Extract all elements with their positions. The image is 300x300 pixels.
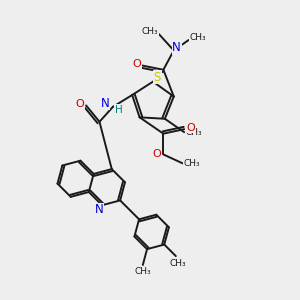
Text: CH₃: CH₃: [169, 259, 186, 268]
Text: N: N: [172, 41, 181, 54]
Text: H: H: [115, 105, 123, 115]
Text: CH₃: CH₃: [184, 159, 200, 168]
Text: S: S: [154, 71, 161, 84]
Text: O: O: [152, 149, 161, 160]
Text: O: O: [76, 99, 85, 109]
Text: CH₃: CH₃: [190, 33, 206, 42]
Text: O: O: [132, 59, 141, 69]
Text: N: N: [95, 203, 103, 216]
Text: CH₃: CH₃: [134, 267, 151, 276]
Text: O: O: [186, 123, 195, 133]
Text: N: N: [101, 97, 110, 110]
Text: CH₃: CH₃: [142, 27, 158, 36]
Text: CH₃: CH₃: [185, 128, 202, 137]
